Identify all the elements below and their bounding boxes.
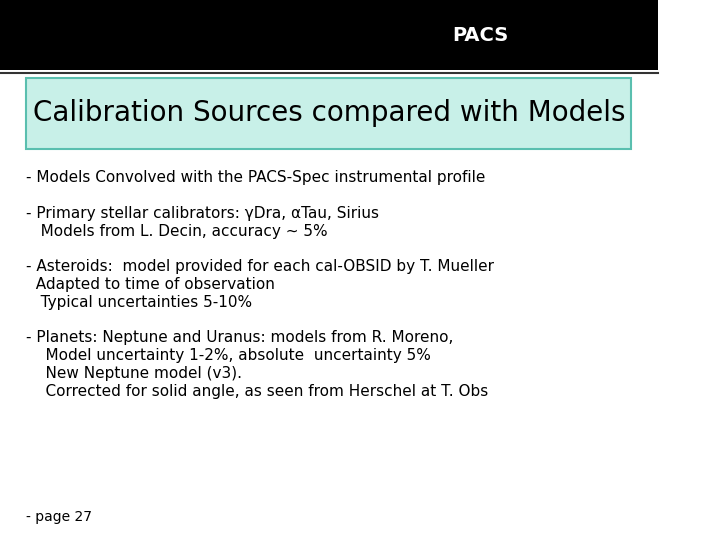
Text: PACS: PACS <box>452 25 508 45</box>
FancyBboxPatch shape <box>27 78 631 148</box>
Text: Calibration Sources compared with Models: Calibration Sources compared with Models <box>33 99 626 127</box>
Text: Models from L. Decin, accuracy ~ 5%: Models from L. Decin, accuracy ~ 5% <box>27 224 328 239</box>
Text: - Models Convolved with the PACS-Spec instrumental profile: - Models Convolved with the PACS-Spec in… <box>27 170 486 185</box>
Text: Model uncertainty 1-2%, absolute  uncertainty 5%: Model uncertainty 1-2%, absolute uncerta… <box>27 348 431 363</box>
Text: - Asteroids:  model provided for each cal-OBSID by T. Mueller: - Asteroids: model provided for each cal… <box>27 259 495 274</box>
Text: New Neptune model (v3).: New Neptune model (v3). <box>27 366 243 381</box>
Text: Typical uncertainties 5-10%: Typical uncertainties 5-10% <box>27 295 253 310</box>
Text: - Planets: Neptune and Uranus: models from R. Moreno,: - Planets: Neptune and Uranus: models fr… <box>27 330 454 346</box>
FancyBboxPatch shape <box>0 0 657 70</box>
Text: - page 27: - page 27 <box>27 510 92 524</box>
Text: Adapted to time of observation: Adapted to time of observation <box>27 277 275 292</box>
Text: - Primary stellar calibrators: γDra, αTau, Sirius: - Primary stellar calibrators: γDra, αTa… <box>27 206 379 221</box>
Text: Corrected for solid angle, as seen from Herschel at T. Obs: Corrected for solid angle, as seen from … <box>27 384 489 399</box>
